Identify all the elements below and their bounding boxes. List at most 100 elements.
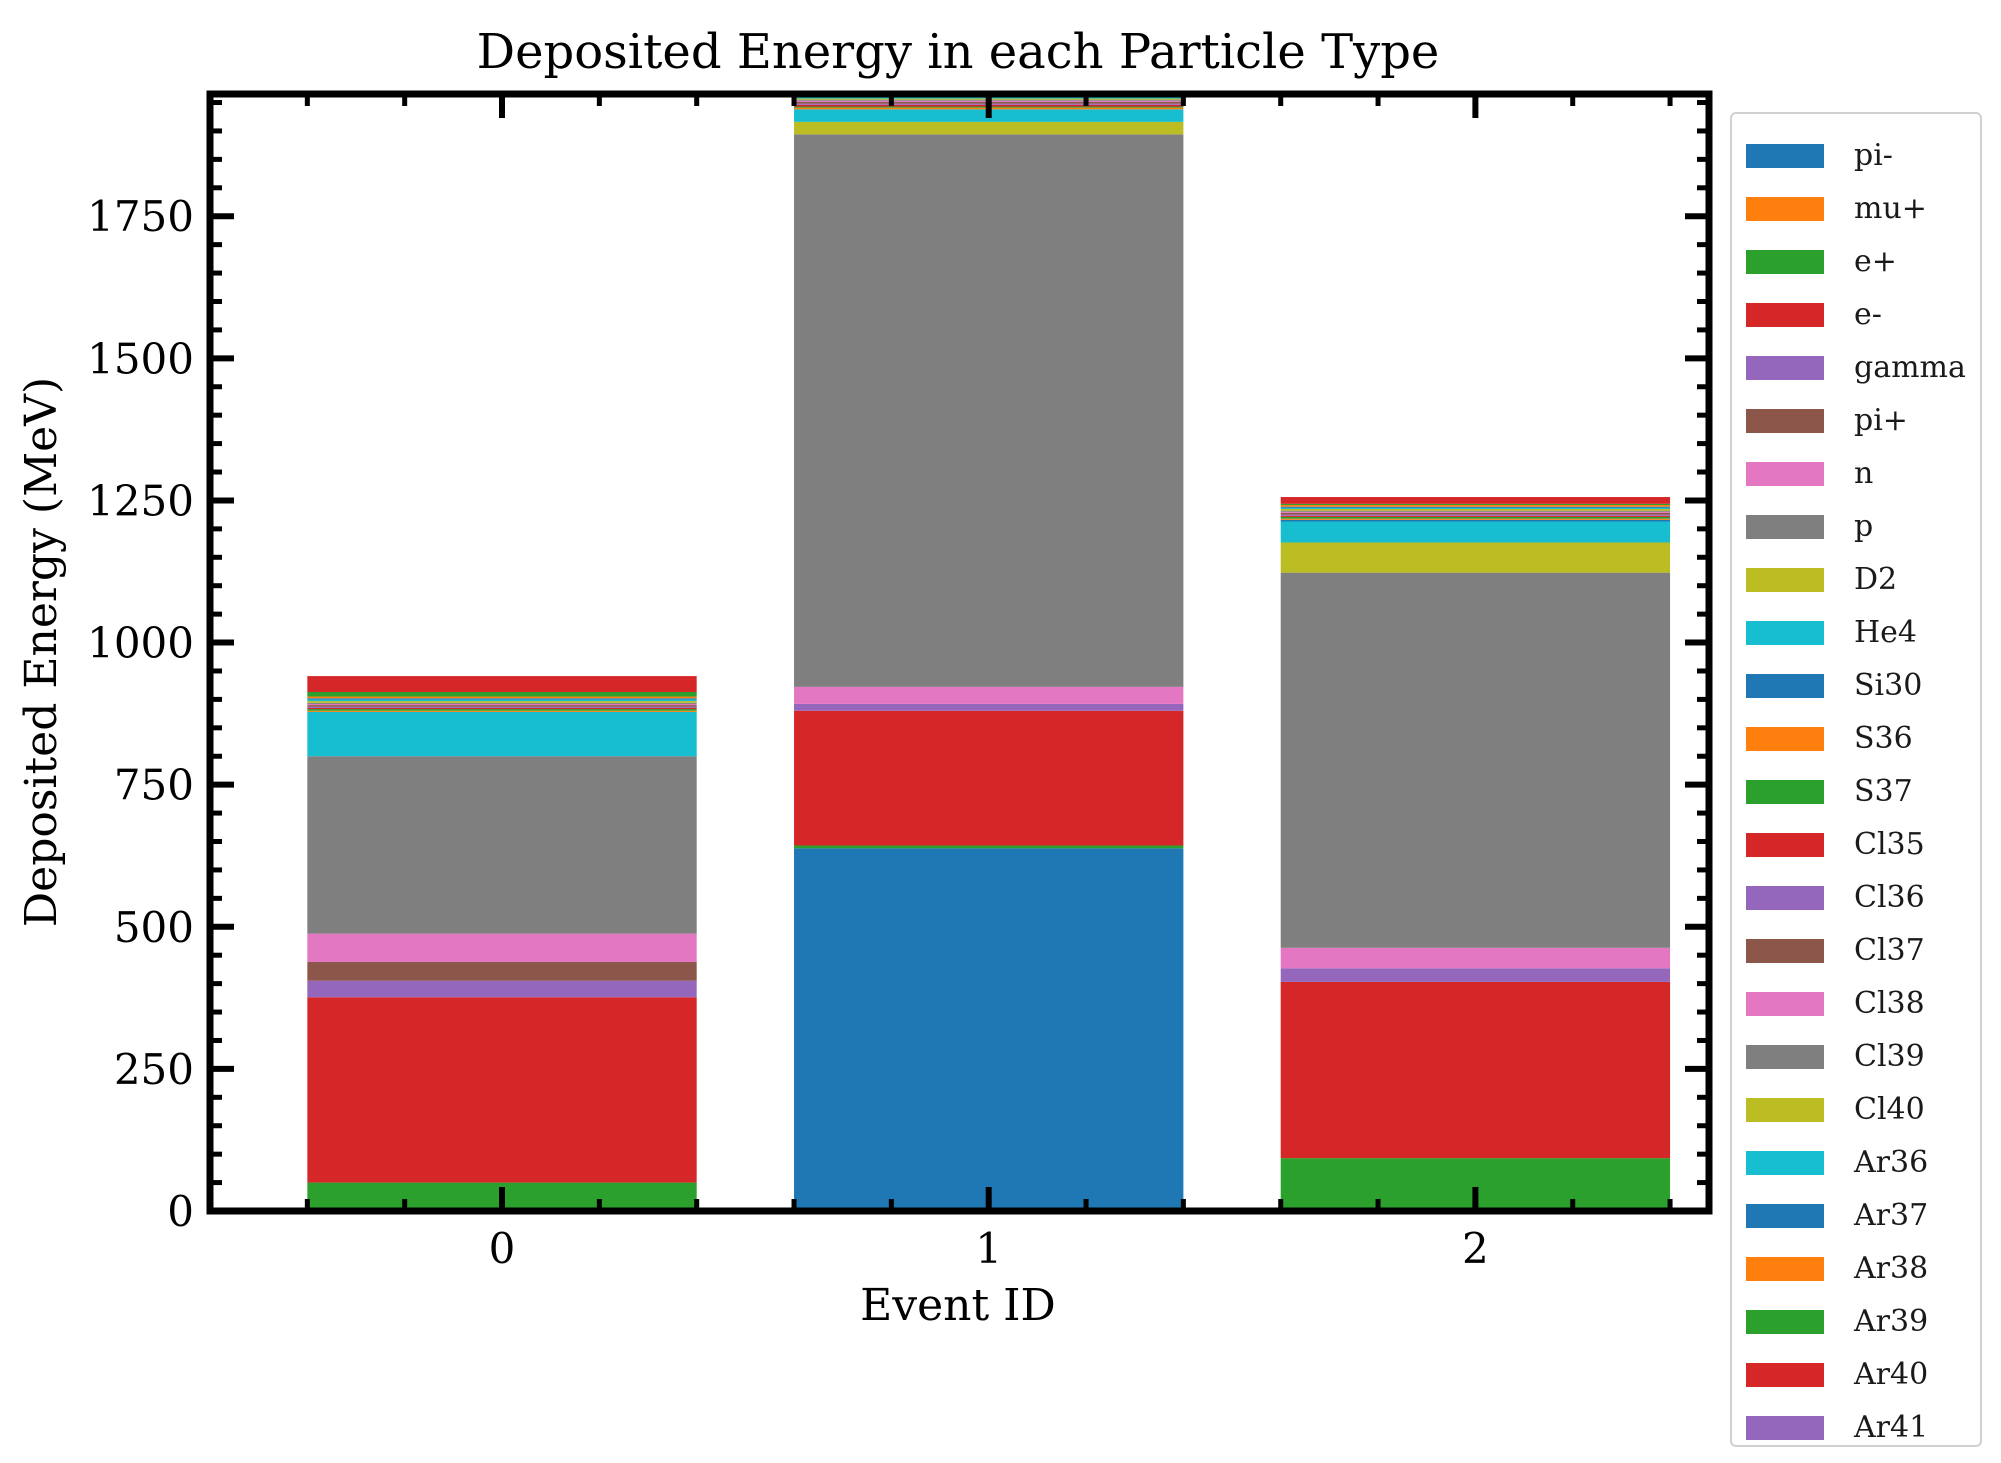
bar-segment-Ar38-event-0 (307, 696, 697, 699)
bar-segment-Ar39-event-2 (1280, 503, 1671, 505)
legend-label: n (1854, 456, 1874, 491)
bar-segment-e+-event-1 (794, 845, 1184, 849)
legend-swatch (1746, 1097, 1824, 1122)
y-axis-label: Deposited Energy (MeV) (16, 377, 67, 927)
bar-segment-Cl38-event-0 (307, 703, 697, 706)
legend-label: Ar41 (1854, 1410, 1929, 1445)
legend-label: Cl36 (1854, 880, 1925, 915)
legend-label: pi+ (1854, 403, 1908, 438)
legend-item-Ar39: Ar39 (1732, 1295, 1980, 1348)
bar-segment-e--event-1 (794, 710, 1184, 846)
x-axis-label: Event ID (860, 1280, 1056, 1331)
bar-segment-Cl35-event-0 (307, 707, 697, 710)
legend: pi-mu+ e+ e-gamma pi+ n p D2 He4 Si30 S36 S37 Cl35 C… (1730, 112, 1982, 1447)
y-tick-label: 1500 (87, 334, 194, 383)
bar-segment-He4-event-0 (307, 711, 697, 757)
legend-label: Ar39 (1854, 1304, 1929, 1339)
legend-item-Cl40: Cl40 (1732, 1083, 1980, 1136)
bar-segment-e--event-0 (307, 997, 697, 1183)
legend-swatch (1746, 938, 1824, 963)
bar-segment-Ar40-event-0 (307, 676, 697, 693)
legend-label: mu+ (1854, 191, 1927, 226)
chart-title: Deposited Energy in each Particle Type (477, 24, 1440, 80)
bar-segment-D2-event-2 (1280, 542, 1671, 573)
y-tick-label: 750 (114, 761, 194, 810)
bar-segment-e--event-2 (1280, 981, 1671, 1159)
legend-swatch (1746, 196, 1824, 221)
bar-segment-Ar36-event-0 (307, 699, 697, 702)
legend-swatch (1746, 514, 1824, 539)
bar-segment-Ar40-event-2 (1280, 497, 1671, 504)
legend-label: p (1854, 509, 1874, 544)
legend-swatch (1746, 1044, 1824, 1069)
bar-segment-He4-event-2 (1280, 521, 1671, 543)
legend-label: Cl38 (1854, 986, 1925, 1021)
legend-swatch (1746, 1415, 1824, 1440)
legend-swatch (1746, 1362, 1824, 1387)
bar-segment-Si30-event-2 (1280, 519, 1671, 522)
legend-item-Ar40: Ar40 (1732, 1348, 1980, 1401)
bar-segment-Ar39-event-0 (307, 692, 697, 697)
y-tick-label: 1000 (87, 619, 194, 668)
legend-item-He4: He4 (1732, 606, 1980, 659)
bar-segment-Cl39-event-0 (307, 702, 697, 704)
legend-swatch (1746, 885, 1824, 910)
bar-segment-Ar37-event-0 (307, 698, 697, 700)
bar-segment-p-event-1 (794, 134, 1184, 687)
bar-segment-n-event-2 (1280, 947, 1671, 969)
bar-segment-S36-event-2 (1280, 518, 1671, 520)
legend-swatch (1746, 673, 1824, 698)
legend-label: Cl37 (1854, 933, 1925, 968)
legend-label: Ar38 (1854, 1251, 1929, 1286)
legend-item-Cl35: Cl35 (1732, 818, 1980, 871)
legend-swatch (1746, 1309, 1824, 1334)
legend-label: gamma (1854, 350, 1966, 385)
legend-swatch (1746, 1150, 1824, 1175)
bar-segment-Cl37-event-2 (1280, 512, 1671, 515)
bar-segment-S37-event-2 (1280, 516, 1671, 519)
legend-label: Cl35 (1854, 827, 1925, 862)
legend-label: e- (1854, 297, 1882, 332)
legend-label: S36 (1854, 721, 1913, 756)
legend-item-n: n (1732, 447, 1980, 500)
legend-item-Ar38: Ar38 (1732, 1242, 1980, 1295)
legend-label: pi- (1854, 138, 1893, 173)
legend-label: Si30 (1854, 668, 1923, 703)
legend-item-gamma: gamma (1732, 341, 1980, 394)
legend-item-Cl39: Cl39 (1732, 1030, 1980, 1083)
bar-segment-pi--event-1 (794, 848, 1184, 1211)
x-tick-label: 0 (489, 1224, 516, 1273)
legend-swatch (1746, 143, 1824, 168)
legend-swatch (1746, 302, 1824, 327)
bars-group (307, 92, 1671, 1211)
bar-segment-Cl35-event-2 (1280, 515, 1671, 517)
y-tick-label: 500 (114, 903, 194, 952)
legend-label: S37 (1854, 774, 1913, 809)
legend-swatch (1746, 991, 1824, 1016)
bar-segment-gamma-event-2 (1280, 968, 1671, 982)
bar-segment-Cl39-event-2 (1280, 510, 1671, 512)
bar-segment-pi+-event-0 (307, 962, 697, 981)
legend-label: D2 (1854, 562, 1898, 597)
x-tick-label: 1 (975, 1224, 1002, 1273)
bar-segment-gamma-event-1 (794, 703, 1184, 711)
y-tick-label: 0 (167, 1187, 194, 1236)
y-tick-label: 250 (114, 1045, 194, 1094)
legend-swatch (1746, 1203, 1824, 1228)
legend-item-Ar36: Ar36 (1732, 1136, 1980, 1189)
legend-item-Ar41: Ar41 (1732, 1401, 1980, 1454)
y-tick-label: 1250 (87, 476, 194, 525)
legend-item-e-: e- (1732, 288, 1980, 341)
bar-segment-Cl36-event-2 (1280, 514, 1671, 516)
legend-label: Cl40 (1854, 1092, 1925, 1127)
bar-segment-n-event-0 (307, 933, 697, 963)
legend-item-pi+: pi+ (1732, 394, 1980, 447)
legend-swatch (1746, 461, 1824, 486)
bar-segment-Ar36-event-2 (1280, 507, 1671, 509)
bar-segment-Cl37-event-0 (307, 705, 697, 707)
legend-label: Ar40 (1854, 1357, 1929, 1392)
y-tick-label: 1750 (87, 192, 194, 241)
legend-label: Ar37 (1854, 1198, 1929, 1233)
